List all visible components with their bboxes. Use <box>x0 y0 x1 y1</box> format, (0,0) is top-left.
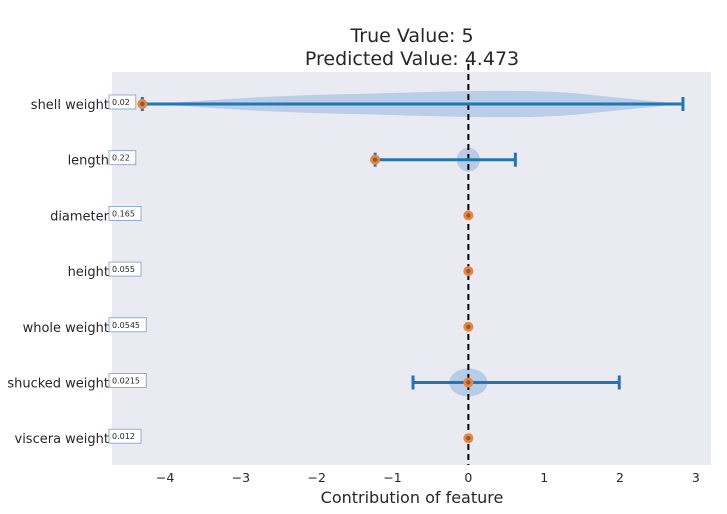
x-tick-label: −1 <box>383 470 401 485</box>
value-box-whole-weight <box>108 317 147 333</box>
chart-title-line-2: Predicted Value: 4.473 <box>305 48 519 70</box>
point-center-height <box>466 268 471 274</box>
feature-label-height: height <box>68 265 109 280</box>
value-box-height <box>108 261 142 277</box>
value-box-shucked-weight <box>108 373 147 388</box>
value-label-whole-weight: 0.0545 <box>112 321 140 330</box>
x-tick-label: 3 <box>692 470 700 485</box>
value-box-viscera-weight <box>108 428 142 444</box>
feature-label-viscera-weight: viscera weight <box>15 432 110 447</box>
x-tick-label: 0 <box>464 470 472 485</box>
point-center-length <box>372 157 378 162</box>
points-layer <box>137 99 474 444</box>
value-label-shucked-weight: 0.0215 <box>112 377 140 386</box>
errorbars-layer <box>140 97 685 390</box>
feature-value-boxes: 0.02 0.22 0.165 0.055 0.0545 0.0215 0.012 <box>108 94 147 444</box>
point-center-shell-weight <box>140 101 145 107</box>
x-tick-label: −3 <box>232 470 250 485</box>
x-axis-label: Contribution of feature <box>321 488 504 507</box>
value-label-diameter: 0.165 <box>112 209 135 218</box>
feature-labels: shell weight length diameter height whole we… <box>7 98 109 447</box>
value-label-length: 0.22 <box>112 154 130 163</box>
x-axis-ticks: −4 −3 −2 −1 0 1 2 3 <box>156 470 700 485</box>
feature-label-shucked-weight: shucked weight <box>7 377 109 392</box>
point-center-diameter <box>466 213 471 218</box>
point-center-whole-weight <box>466 324 471 329</box>
value-box-shell-weight <box>108 94 137 110</box>
x-tick-label: −2 <box>308 470 326 485</box>
value-label-shell-weight: 0.02 <box>112 98 130 107</box>
x-tick-label: −4 <box>156 470 174 485</box>
x-tick-label: 2 <box>616 470 624 485</box>
chart-title-line-1: True Value: 5 <box>349 25 473 47</box>
plot-area <box>112 72 711 465</box>
feature-label-length: length <box>68 154 109 169</box>
feature-label-shell-weight: shell weight <box>31 98 109 113</box>
point-center-viscera-weight <box>466 436 471 441</box>
value-box-diameter <box>108 205 142 221</box>
feature-label-diameter: diameter <box>50 209 110 224</box>
value-label-height: 0.055 <box>112 265 135 274</box>
feature-label-whole-weight: whole weight <box>23 321 109 336</box>
x-tick-label: 1 <box>540 470 548 485</box>
value-label-viscera-weight: 0.012 <box>112 432 135 441</box>
value-box-length <box>108 150 137 166</box>
point-center-shucked-weight <box>466 380 471 385</box>
